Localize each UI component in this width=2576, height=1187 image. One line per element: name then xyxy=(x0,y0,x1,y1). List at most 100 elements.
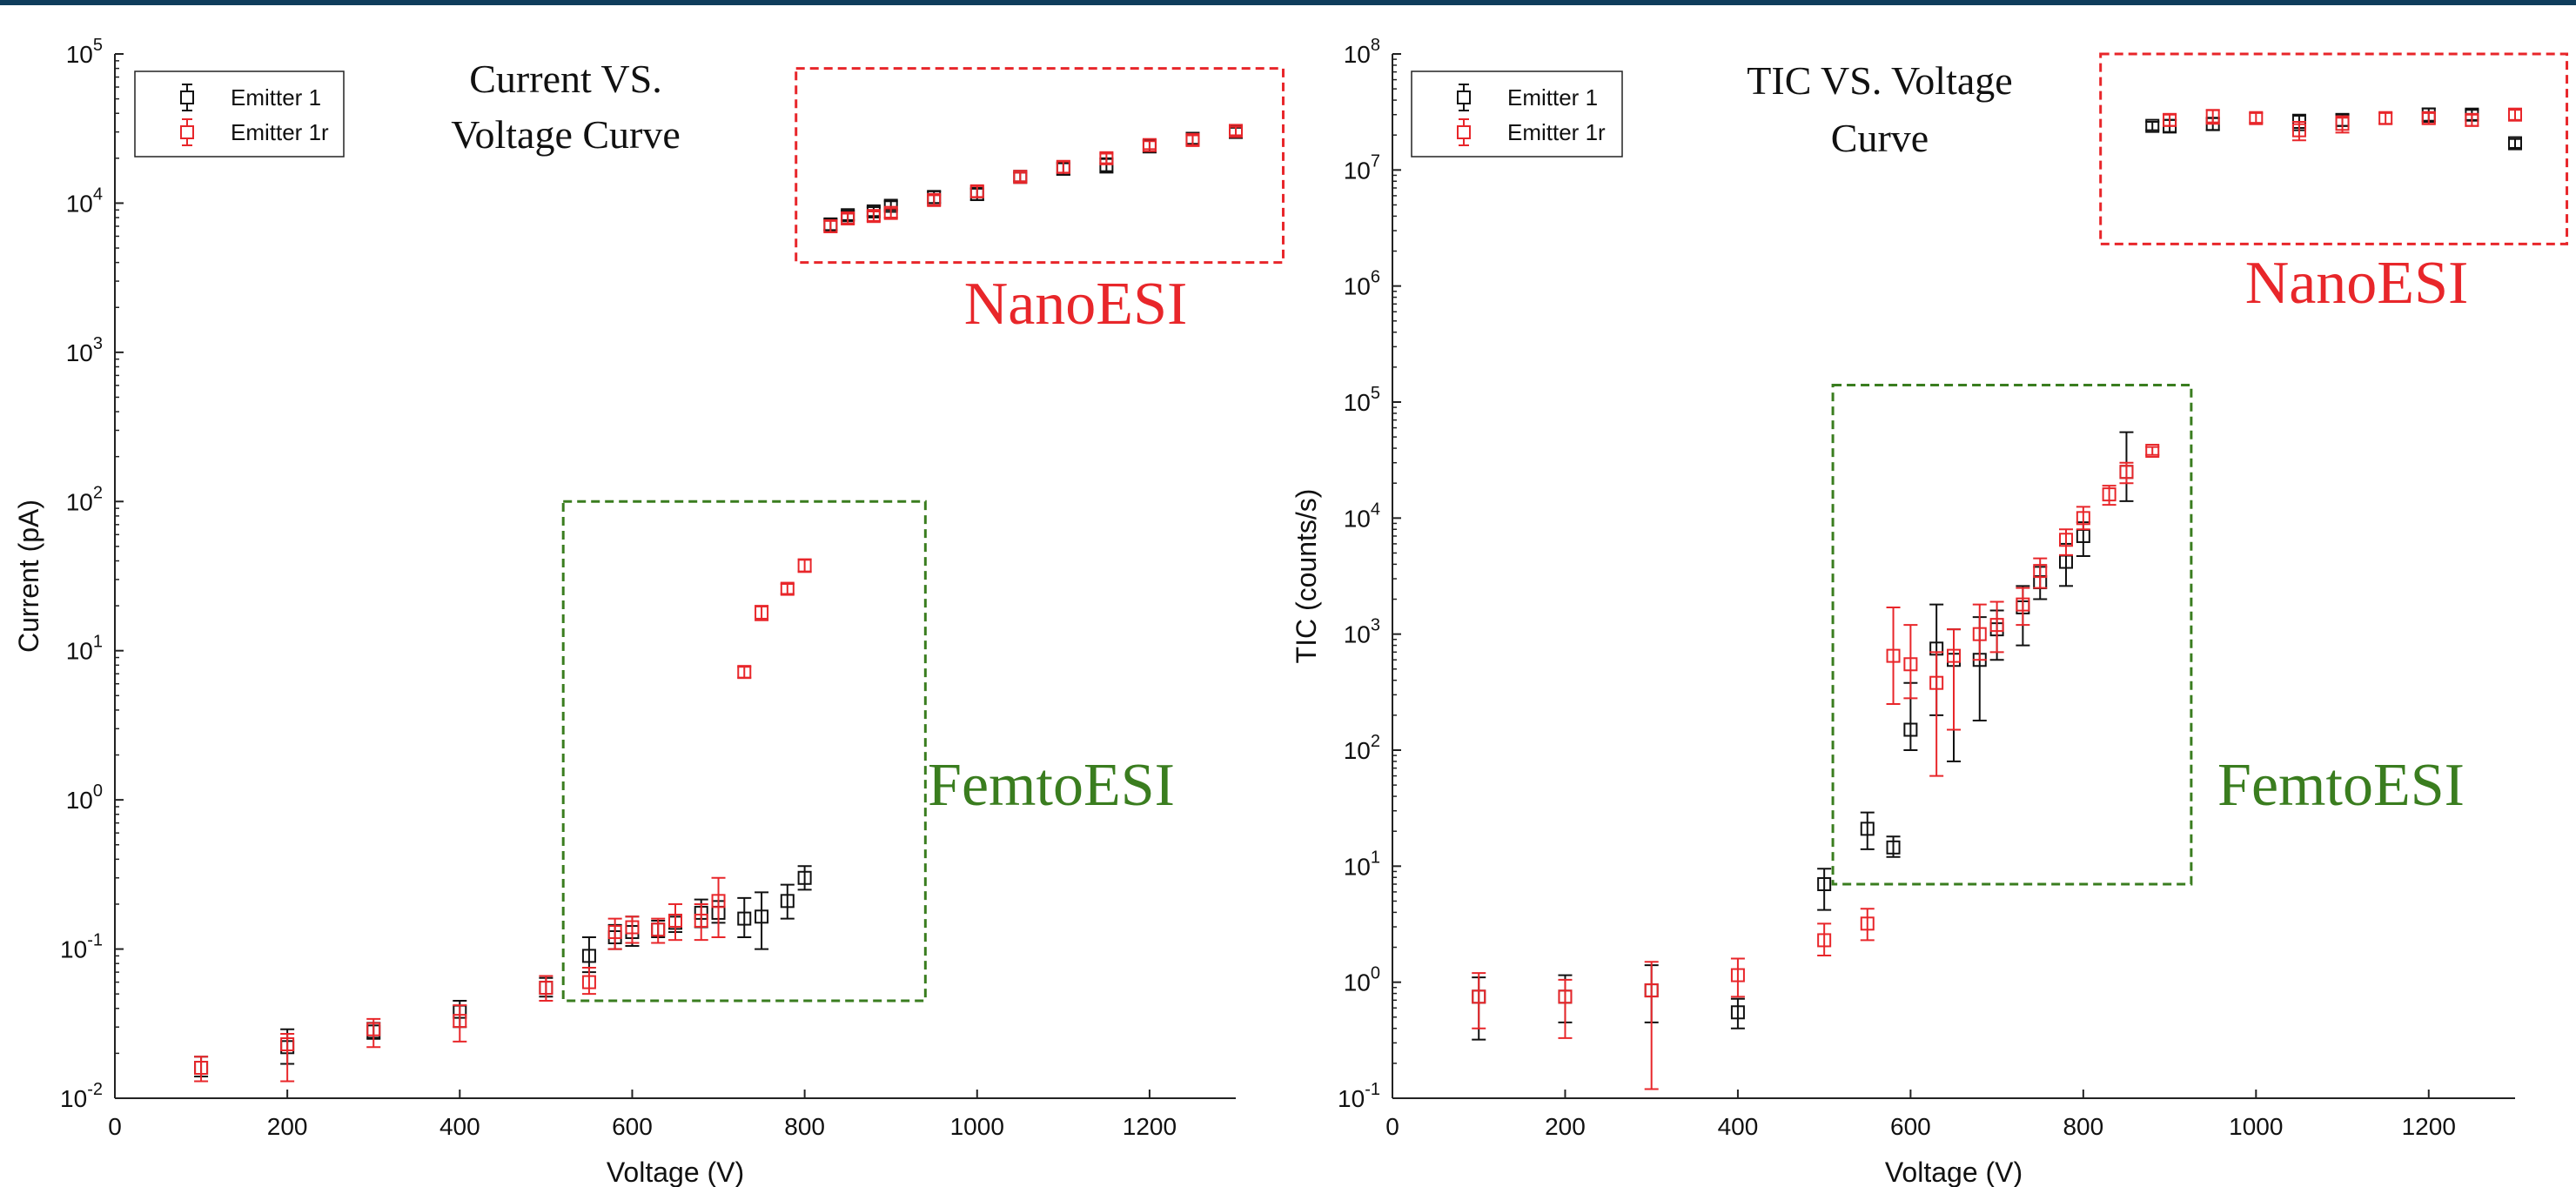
series-2 xyxy=(1472,107,2522,1090)
y-tick-label: 101 xyxy=(1344,848,1380,880)
data-marker xyxy=(1989,618,2004,633)
data-point xyxy=(2102,485,2116,506)
data-point xyxy=(2145,118,2160,133)
data-point xyxy=(2016,587,2030,627)
data-point xyxy=(2508,107,2522,122)
data-point xyxy=(780,883,795,920)
data-marker xyxy=(2059,533,2073,547)
data-marker xyxy=(2076,511,2090,526)
data-point xyxy=(2119,461,2134,485)
data-point xyxy=(927,192,942,207)
data-marker xyxy=(581,975,596,989)
y-tick-label: 10-2 xyxy=(60,1080,103,1112)
data-marker xyxy=(2508,107,2522,122)
x-tick-label: 1200 xyxy=(1123,1113,1177,1140)
data-marker xyxy=(2102,487,2116,502)
data-point xyxy=(1099,151,1114,165)
y-axis-label: TIC (counts/s) xyxy=(1291,489,1322,664)
data-point xyxy=(2335,115,2350,134)
legend-entry-label: Emitter 1r xyxy=(231,119,329,145)
data-marker xyxy=(453,1014,467,1029)
data-marker xyxy=(1472,989,1486,1004)
data-point xyxy=(866,209,881,224)
data-point xyxy=(841,211,855,225)
data-marker xyxy=(737,665,752,680)
data-point xyxy=(280,1033,295,1083)
data-point xyxy=(625,915,640,944)
data-marker xyxy=(1817,876,1832,891)
x-tick-label: 800 xyxy=(2063,1113,2103,1140)
annotation-label: NanoESI xyxy=(964,271,1188,338)
data-marker xyxy=(2291,123,2306,137)
legend-marker xyxy=(180,125,194,139)
data-marker xyxy=(797,559,812,573)
data-point xyxy=(607,917,622,950)
data-point xyxy=(694,902,708,942)
legend-marker xyxy=(1457,91,1471,104)
data-marker xyxy=(1013,170,1028,184)
data-point xyxy=(1644,961,1659,1090)
data-marker xyxy=(1644,983,1659,998)
data-marker xyxy=(1056,159,1070,174)
y-tick-label: 102 xyxy=(66,483,103,515)
legend-entry-label: Emitter 1 xyxy=(231,84,321,111)
data-marker xyxy=(280,1036,295,1051)
data-point xyxy=(1730,957,1745,998)
data-point xyxy=(2465,112,2479,127)
data-marker xyxy=(1817,933,1832,948)
x-tick-label: 200 xyxy=(267,1113,308,1140)
x-axis-label: Voltage (V) xyxy=(607,1157,744,1187)
data-marker xyxy=(797,870,812,885)
data-point xyxy=(1472,972,1486,1029)
data-point xyxy=(755,891,769,950)
data-point xyxy=(755,605,769,621)
data-marker xyxy=(2163,112,2177,127)
data-marker xyxy=(2016,597,2030,612)
data-point xyxy=(1185,132,1200,147)
data-marker xyxy=(883,205,898,220)
data-point xyxy=(1730,997,1745,1029)
annotation-label: NanoESI xyxy=(2245,250,2469,317)
data-marker xyxy=(625,920,640,935)
legend-frame xyxy=(134,70,345,158)
data-marker xyxy=(755,909,769,924)
chart-title-line: Current VS. xyxy=(469,57,662,101)
data-point xyxy=(2033,557,2048,589)
data-marker xyxy=(780,894,795,909)
chart-title-line: Curve xyxy=(1831,116,1929,160)
data-point xyxy=(1056,159,1070,174)
data-point xyxy=(1947,628,1961,731)
data-point xyxy=(1860,811,1875,850)
data-marker xyxy=(668,913,682,928)
data-point xyxy=(1903,624,1918,700)
annotation-label: FemtoESI xyxy=(928,752,1175,819)
annotation-box xyxy=(795,67,1285,265)
data-point xyxy=(1929,651,1944,777)
data-marker xyxy=(927,192,942,207)
series-2 xyxy=(194,124,1243,1083)
data-marker xyxy=(2205,109,2220,124)
data-marker xyxy=(607,925,622,940)
data-point xyxy=(2059,528,2073,556)
data-marker xyxy=(2249,111,2264,125)
y-tick-label: 10-1 xyxy=(1338,1080,1380,1112)
y-tick-label: 101 xyxy=(66,633,103,665)
data-point xyxy=(883,205,898,220)
y-tick-label: 100 xyxy=(66,781,103,814)
x-tick-label: 200 xyxy=(1545,1113,1586,1140)
y-tick-label: 103 xyxy=(1344,616,1380,648)
legend-marker xyxy=(180,91,194,104)
data-marker xyxy=(841,211,855,225)
data-point xyxy=(797,558,812,573)
chart-panel-1: 0 200 400 600 800 1000 1200 10-2 10-1 100 101 102 10… xyxy=(13,36,1285,1187)
data-point xyxy=(1817,868,1832,911)
x-tick-label: 1200 xyxy=(2402,1113,2456,1140)
data-point xyxy=(797,865,812,891)
data-point xyxy=(581,966,596,996)
x-axis-label: Voltage (V) xyxy=(1885,1157,2023,1187)
data-marker xyxy=(1730,1005,1745,1020)
y-tick-label: 10-1 xyxy=(60,931,103,963)
data-point xyxy=(1972,603,1987,661)
data-point xyxy=(1886,606,1901,705)
